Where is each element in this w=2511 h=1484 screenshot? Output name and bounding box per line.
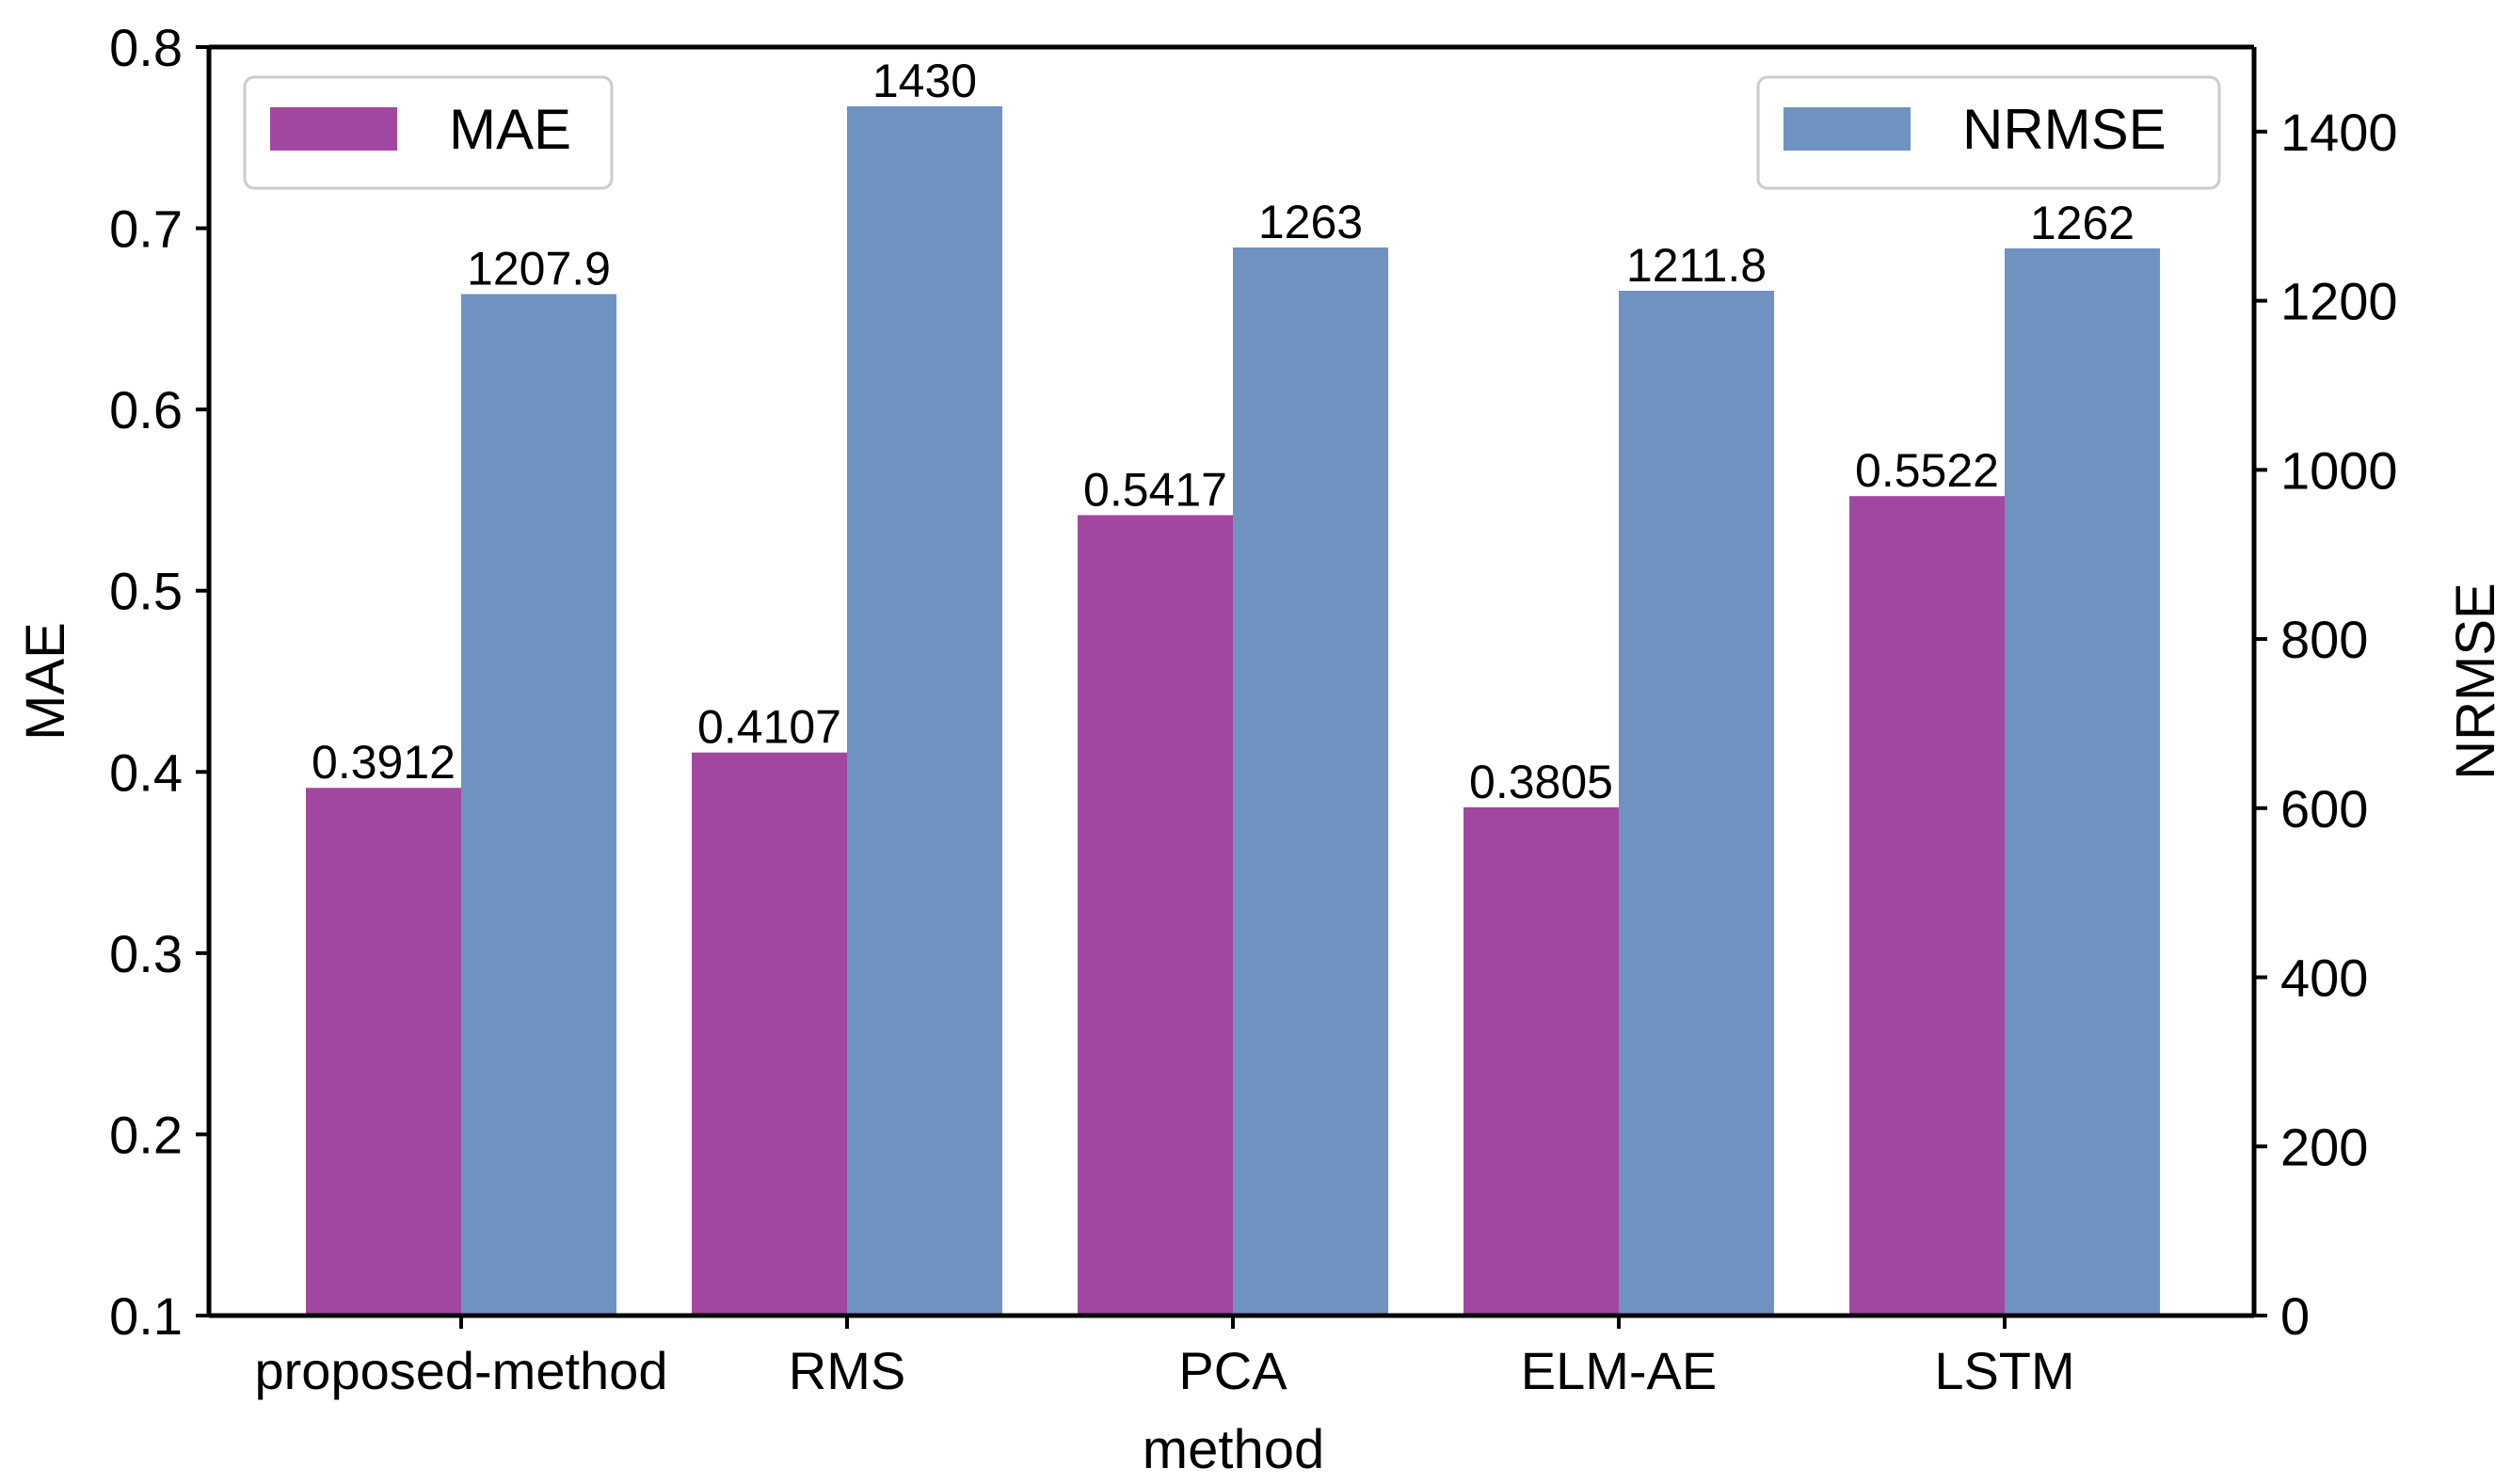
legend-mae-box — [243, 75, 614, 190]
data-label-mae-pca: 0.5417 — [1083, 463, 1227, 516]
y-right-tick-label: 0 — [2280, 1286, 2310, 1346]
y-left-tick-label: 0.4 — [109, 742, 183, 802]
x-tick-label-pca: PCA — [1178, 1341, 1287, 1400]
legend-nrmse: NRMSE — [1756, 75, 2221, 190]
y-right-tick-label: 400 — [2280, 949, 2368, 1008]
bar-mae-lstm — [1849, 496, 2005, 1316]
data-label-mae-elm-ae: 0.3805 — [1469, 756, 1613, 808]
x-axis-label: method — [1143, 1419, 1324, 1480]
x-tick-label-rms: RMS — [789, 1341, 905, 1400]
bars-group — [306, 105, 2160, 1316]
y-left-tick-label: 0.7 — [109, 199, 183, 259]
legend-nrmse-label: NRMSE — [1962, 98, 2167, 161]
bar-nrmse-lstm — [2005, 247, 2160, 1316]
y-left-tick-label: 0.8 — [109, 18, 183, 77]
legend-nrmse-box — [1756, 75, 2221, 190]
data-label-nrmse-elm-ae: 1211.8 — [1626, 239, 1767, 292]
legend-nrmse-swatch — [1783, 107, 1911, 151]
legend-mae-label: MAE — [449, 98, 571, 161]
y-right-tick-label: 1400 — [2280, 103, 2398, 162]
y-left-tick-label: 0.2 — [109, 1105, 183, 1164]
y-right-axis-label: NRMSE — [2445, 582, 2506, 779]
data-label-mae-rms: 0.4107 — [697, 701, 841, 754]
legends-group: MAE NRMSE — [243, 75, 2221, 190]
y-right-tick-label: 800 — [2280, 610, 2368, 669]
y-left-tick-label: 0.1 — [109, 1286, 183, 1346]
bar-nrmse-proposed-method — [461, 294, 616, 1316]
legend-mae: MAE — [243, 75, 614, 190]
y-right-tick-label: 1000 — [2280, 440, 2398, 500]
x-tick-label-proposed-method: proposed-method — [255, 1341, 668, 1400]
x-tick-label-lstm: LSTM — [1934, 1341, 2074, 1400]
data-label-mae-lstm: 0.5522 — [1855, 444, 1999, 497]
y-left-axis-label: MAE — [15, 622, 76, 741]
bar-mae-pca — [1078, 515, 1233, 1316]
y-left-tick-label: 0.6 — [109, 380, 183, 439]
bar-mae-rms — [692, 752, 847, 1316]
legend-mae-swatch — [270, 107, 397, 151]
bar-nrmse-pca — [1233, 247, 1388, 1316]
data-labels-group: 0.3912 0.4107 0.5417 0.3805 0.5522 1207.9 1430… — [312, 55, 2135, 808]
axes-group: 0.1 0.2 0.3 0.4 0.5 0.6 0.7 0.8 0 200 400 600 800 100… — [15, 18, 2506, 1480]
bar-nrmse-rms — [847, 105, 1002, 1316]
y-right-tick-label: 200 — [2280, 1117, 2368, 1176]
bar-nrmse-elm-ae — [1619, 290, 1774, 1316]
y-left-tick-label: 0.3 — [109, 924, 183, 983]
data-label-mae-proposed-method: 0.3912 — [312, 736, 456, 789]
data-label-nrmse-proposed-method: 1207.9 — [467, 243, 611, 295]
bar-mae-proposed-method — [306, 788, 461, 1316]
data-label-nrmse-pca: 1263 — [1258, 196, 1363, 248]
bar-mae-elm-ae — [1463, 806, 1619, 1316]
data-label-nrmse-lstm: 1262 — [2030, 197, 2135, 249]
y-right-tick-label: 600 — [2280, 779, 2368, 838]
x-tick-label-elm-ae: ELM-AE — [1521, 1341, 1718, 1400]
y-left-tick-label: 0.5 — [109, 562, 183, 621]
data-label-nrmse-rms: 1430 — [872, 55, 977, 107]
y-right-tick-label: 1200 — [2280, 272, 2398, 331]
